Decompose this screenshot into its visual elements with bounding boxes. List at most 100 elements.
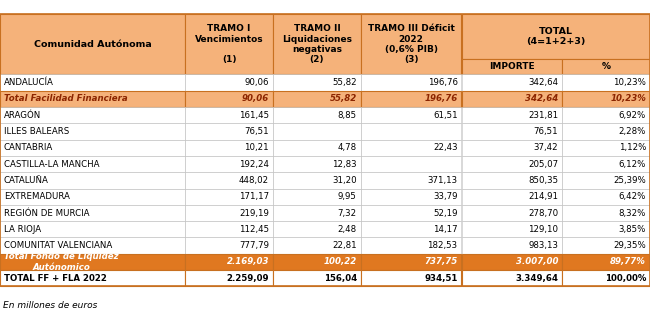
Text: 196,76: 196,76 (428, 78, 458, 87)
Text: 161,45: 161,45 (239, 111, 269, 120)
Bar (462, 107, 562, 123)
Bar (462, 172, 562, 189)
Bar (562, 59, 650, 74)
Bar (361, 91, 462, 107)
Text: CASTILLA-LA MANCHA: CASTILLA-LA MANCHA (4, 160, 99, 169)
Bar (361, 270, 462, 286)
Bar (273, 221, 361, 238)
Bar (562, 221, 650, 238)
Bar (462, 270, 562, 286)
Text: 8,32%: 8,32% (619, 208, 646, 218)
Bar (361, 107, 462, 123)
Text: 129,10: 129,10 (528, 225, 558, 234)
Bar (462, 221, 562, 238)
Bar (273, 14, 361, 74)
Bar (562, 254, 650, 270)
Bar (462, 189, 562, 205)
Bar (185, 74, 273, 91)
Text: IMPORTE: IMPORTE (489, 63, 535, 71)
Text: LA RIOJA: LA RIOJA (4, 225, 41, 234)
Text: 371,13: 371,13 (428, 176, 458, 185)
Text: 6,12%: 6,12% (619, 160, 646, 169)
Bar (185, 238, 273, 254)
Bar (361, 156, 462, 172)
Bar (0, 172, 185, 189)
Text: 76,51: 76,51 (534, 127, 558, 136)
Bar (185, 91, 273, 107)
Text: Total Fondo de Liquidez
Autónomico: Total Fondo de Liquidez Autónomico (4, 252, 118, 272)
Text: 100,22: 100,22 (324, 258, 357, 266)
Bar (0, 91, 185, 107)
Bar (185, 189, 273, 205)
Text: Comunidad Autónoma: Comunidad Autónoma (34, 40, 151, 49)
Bar (273, 91, 361, 107)
Bar (462, 140, 562, 156)
Bar (0, 123, 185, 140)
Bar (462, 238, 562, 254)
Text: TRAMO III Déficit
2022
(0,6% PIB)
(3): TRAMO III Déficit 2022 (0,6% PIB) (3) (368, 24, 454, 64)
Text: 182,53: 182,53 (428, 241, 458, 250)
Bar (462, 74, 562, 91)
Bar (185, 221, 273, 238)
Bar (462, 123, 562, 140)
Bar (0, 140, 185, 156)
Text: 22,81: 22,81 (332, 241, 357, 250)
Text: 2.169,03: 2.169,03 (227, 258, 269, 266)
Text: 3.007,00: 3.007,00 (516, 258, 558, 266)
Text: 2,48: 2,48 (338, 225, 357, 234)
Text: 6,92%: 6,92% (619, 111, 646, 120)
Text: En millones de euros: En millones de euros (3, 301, 98, 310)
Text: 14,17: 14,17 (433, 225, 458, 234)
Text: ILLES BALEARS: ILLES BALEARS (4, 127, 69, 136)
Text: 10,23%: 10,23% (613, 78, 646, 87)
Bar (361, 221, 462, 238)
Text: 196,76: 196,76 (424, 95, 458, 103)
Bar (361, 140, 462, 156)
Bar (361, 172, 462, 189)
Text: TRAMO II
Liquidaciones
negativas
(2): TRAMO II Liquidaciones negativas (2) (282, 24, 352, 64)
Text: 4,78: 4,78 (338, 143, 357, 152)
Text: ANDALUCÍA: ANDALUCÍA (4, 78, 54, 87)
Text: 76,51: 76,51 (244, 127, 269, 136)
Text: TOTAL FF + FLA 2022: TOTAL FF + FLA 2022 (4, 274, 107, 283)
Bar (0, 107, 185, 123)
Bar (361, 74, 462, 91)
Text: 29,35%: 29,35% (614, 241, 646, 250)
Text: 171,17: 171,17 (239, 192, 269, 201)
Text: 61,51: 61,51 (433, 111, 458, 120)
Bar (562, 189, 650, 205)
Bar (562, 156, 650, 172)
Text: 33,79: 33,79 (433, 192, 458, 201)
Text: 55,82: 55,82 (332, 78, 357, 87)
Bar (273, 107, 361, 123)
Bar (0, 189, 185, 205)
Bar (0, 205, 185, 221)
Text: 55,82: 55,82 (330, 95, 357, 103)
Bar (0, 74, 185, 91)
Text: 448,02: 448,02 (239, 176, 269, 185)
Text: 737,75: 737,75 (424, 258, 458, 266)
Bar (462, 91, 562, 107)
Bar (562, 91, 650, 107)
Bar (0, 254, 185, 270)
Bar (0, 270, 185, 286)
Bar (185, 14, 273, 74)
Text: 156,04: 156,04 (324, 274, 357, 283)
Text: %: % (602, 63, 610, 71)
Bar (273, 172, 361, 189)
Text: 6,42%: 6,42% (619, 192, 646, 201)
Bar (562, 123, 650, 140)
Bar (185, 205, 273, 221)
Text: 231,81: 231,81 (528, 111, 558, 120)
Text: 22,43: 22,43 (433, 143, 458, 152)
Text: 8,85: 8,85 (338, 111, 357, 120)
Bar (361, 189, 462, 205)
Text: 342,64: 342,64 (528, 78, 558, 87)
Text: 90,06: 90,06 (242, 95, 269, 103)
Text: 7,32: 7,32 (338, 208, 357, 218)
Bar (185, 270, 273, 286)
Text: 278,70: 278,70 (528, 208, 558, 218)
Bar (273, 270, 361, 286)
Bar (0, 221, 185, 238)
Text: 100,00%: 100,00% (604, 274, 646, 283)
